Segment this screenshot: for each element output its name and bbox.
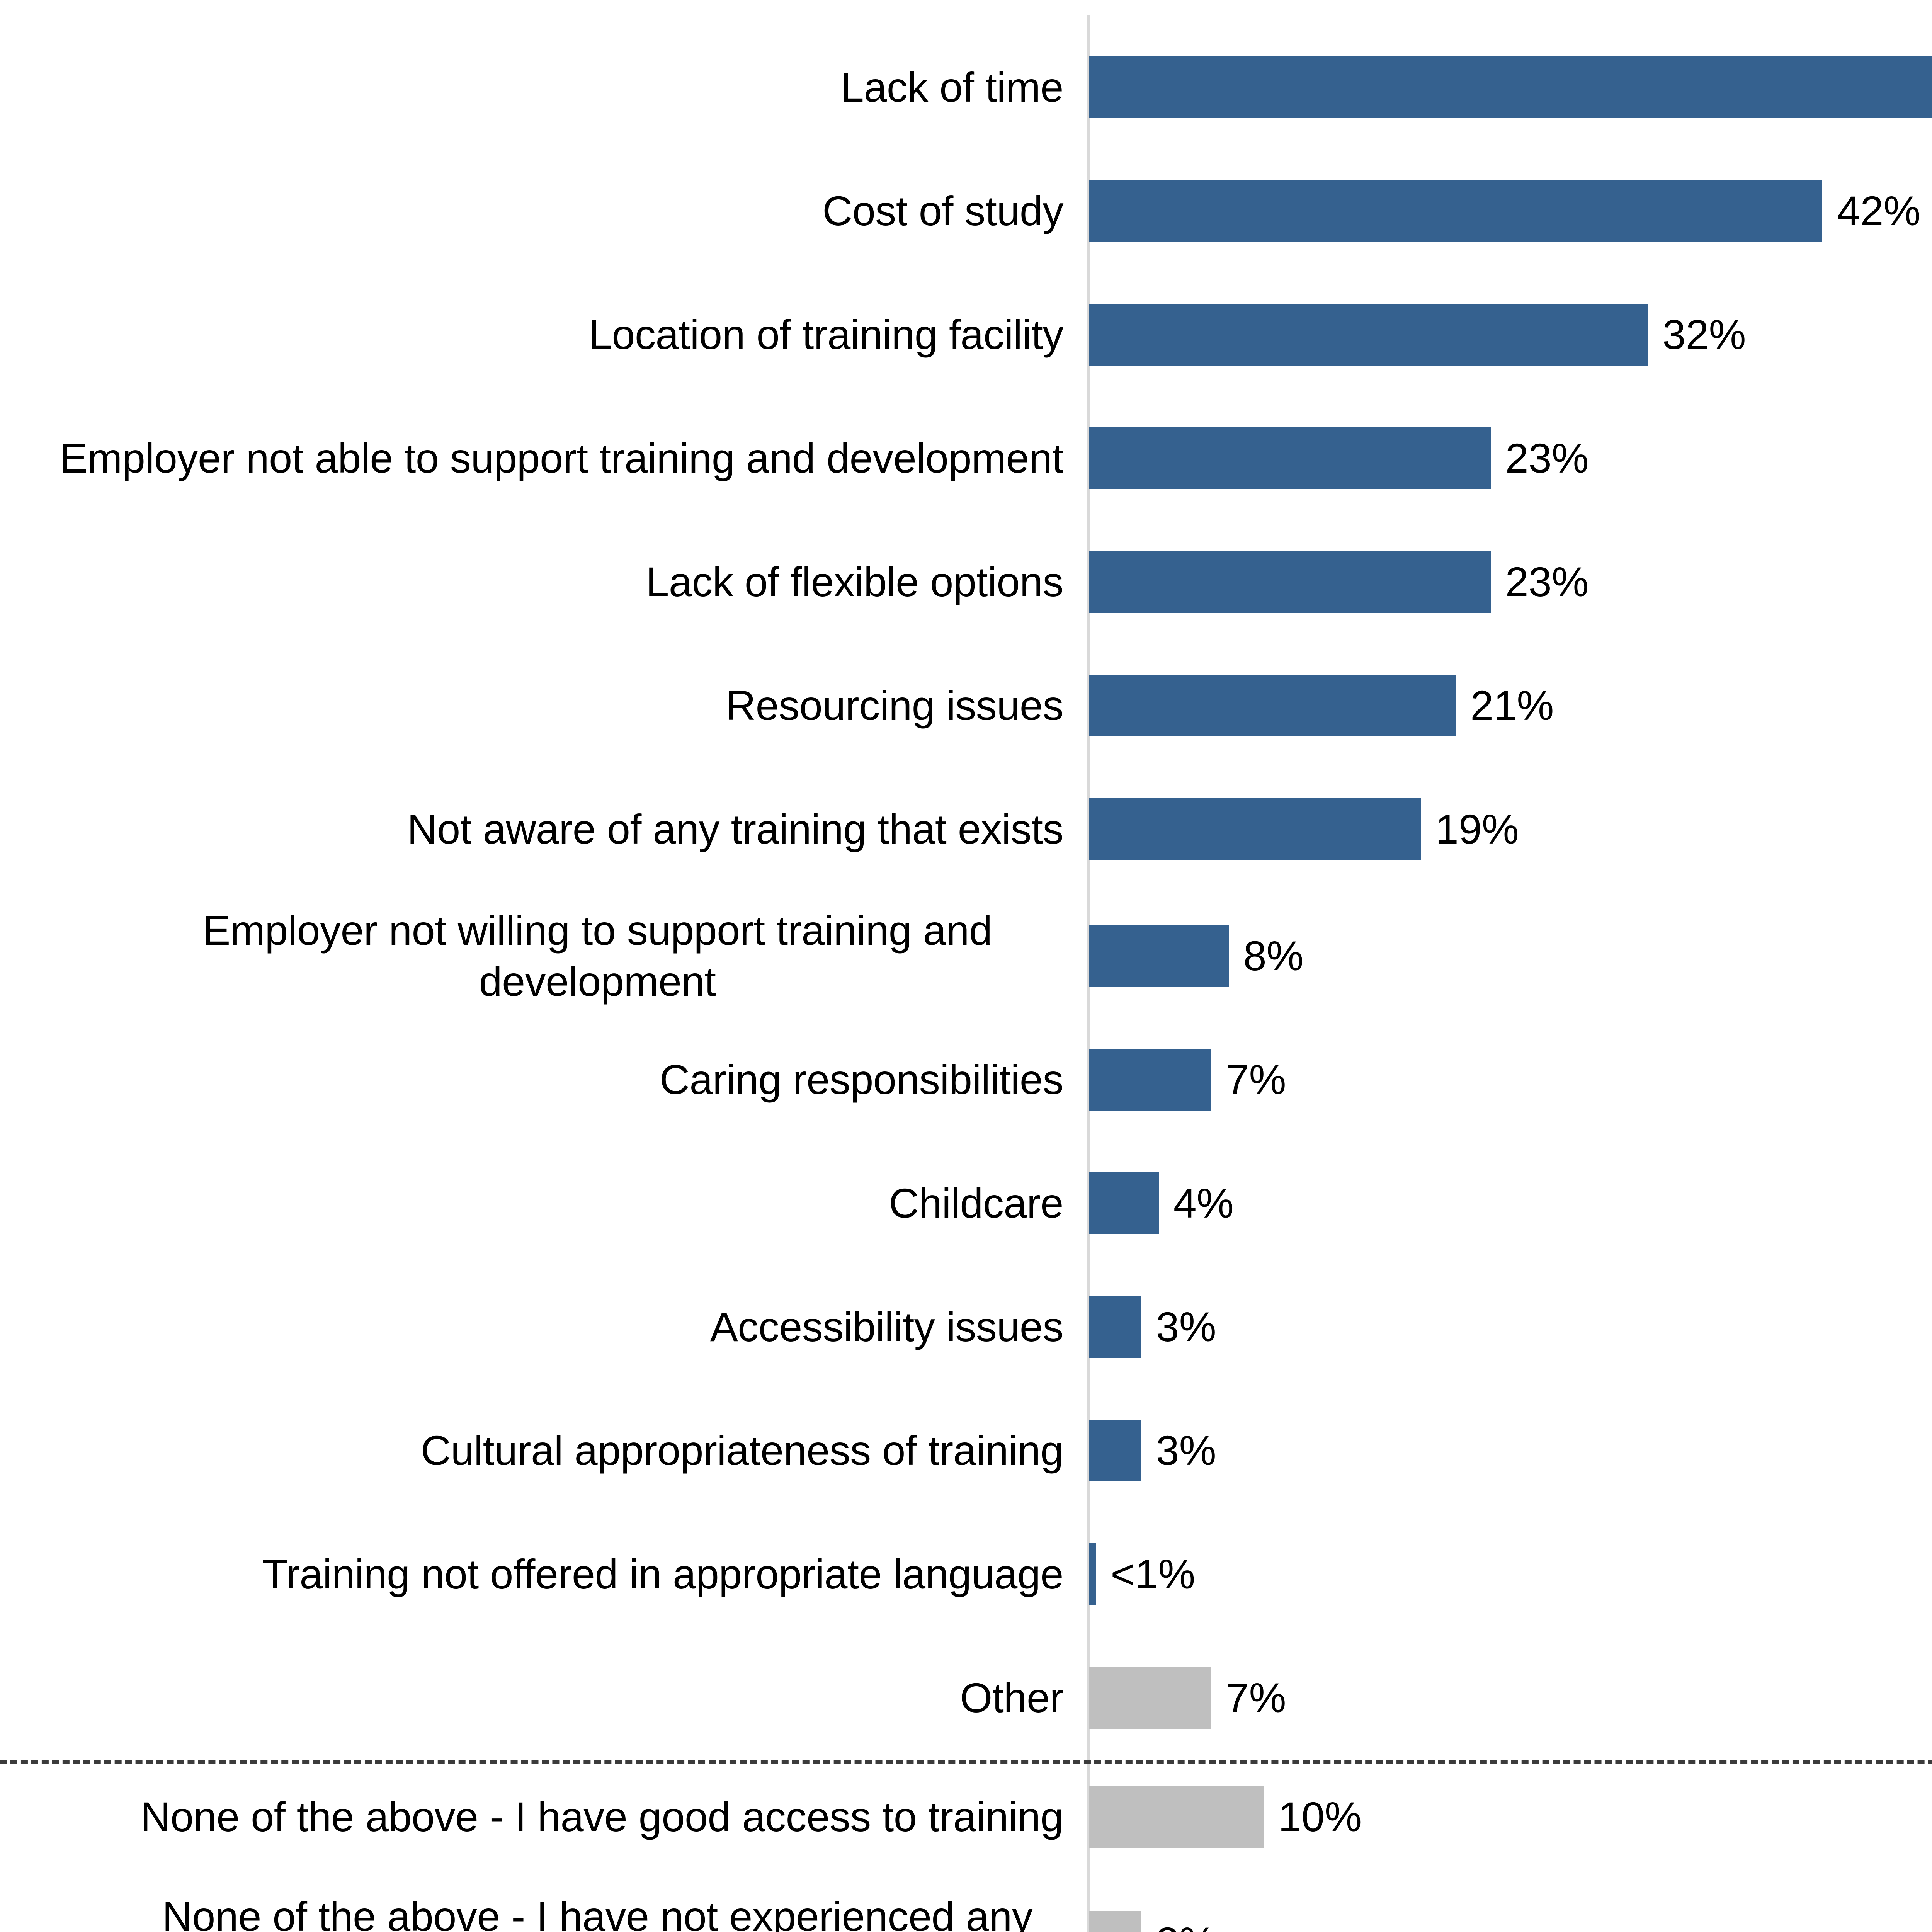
bar-primary — [1089, 56, 1932, 118]
chart-row: Employer not willing to support training… — [0, 879, 1932, 1033]
chart-row: Employer not able to support training an… — [0, 381, 1932, 536]
bar-secondary — [1089, 1667, 1211, 1729]
category-label: Lack of time — [840, 64, 1064, 111]
category-label: Other — [960, 1674, 1063, 1721]
bar-primary — [1089, 925, 1229, 987]
bar-value-label: 3% — [1156, 1427, 1216, 1474]
bar-primary — [1089, 304, 1648, 366]
category-label: None of the above - I have not experienc… — [162, 1893, 1033, 1932]
bar-secondary — [1089, 1786, 1264, 1848]
category-label: Cost of study — [822, 187, 1063, 234]
bar-primary — [1089, 180, 1823, 242]
bar-value-label: 23% — [1505, 435, 1589, 481]
category-label: Accessibility issues — [710, 1303, 1064, 1350]
chart-row: Not aware of any training that exists 19% — [0, 752, 1932, 906]
category-label: Employer not willing to support training… — [202, 907, 992, 1005]
chart-row: None of the above - I have good access t… — [0, 1740, 1932, 1894]
bar-primary — [1089, 675, 1456, 736]
section-divider-line — [0, 1760, 1932, 1764]
bar-value-label: 19% — [1435, 806, 1519, 852]
chart-row: Childcare 4% — [0, 1126, 1932, 1281]
bar-primary — [1089, 551, 1491, 613]
chart-row: Caring responsibilities 7% — [0, 1002, 1932, 1157]
bar-value-label: 3% — [1156, 1303, 1216, 1350]
bar-secondary — [1089, 1911, 1141, 1932]
category-label: Not aware of any training that exists — [407, 806, 1064, 852]
bar-value-label: 32% — [1662, 311, 1746, 358]
bar-value-label: 7% — [1226, 1056, 1286, 1103]
category-axis-line — [1087, 15, 1090, 1932]
bar-value-label: 21% — [1470, 682, 1554, 729]
chart-row: Cost of study 42% — [0, 134, 1932, 288]
bar-value-label: 8% — [1243, 932, 1304, 979]
chart-row: Resourcing issues 21% — [0, 628, 1932, 783]
category-label: Childcare — [889, 1180, 1063, 1226]
chart-row: None of the above - I have not experienc… — [0, 1865, 1932, 1932]
bar-primary — [1089, 1049, 1211, 1111]
chart-row: Cultural appropriateness of training 3% — [0, 1373, 1932, 1528]
chart-row: Location of training facility 32% — [0, 257, 1932, 412]
chart-row: Lack of time52% — [0, 10, 1932, 165]
category-label: None of the above - I have good access t… — [140, 1793, 1063, 1840]
category-label: Resourcing issues — [726, 682, 1063, 729]
chart-row: Other 7% — [0, 1621, 1932, 1775]
bar-value-label: 4% — [1173, 1180, 1234, 1226]
bar-primary — [1089, 798, 1421, 860]
chart-row: Accessibility issues 3% — [0, 1250, 1932, 1404]
category-label: Employer not able to support training an… — [60, 435, 1064, 481]
bar-value-label: <1% — [1111, 1551, 1196, 1597]
bar-primary — [1089, 1172, 1159, 1234]
chart-row: Lack of flexible options 23% — [0, 505, 1932, 659]
category-label: Training not offered in appropriate lang… — [262, 1551, 1063, 1597]
category-label: Location of training facility — [588, 311, 1064, 358]
category-label: Caring responsibilities — [660, 1056, 1063, 1103]
bar-primary — [1089, 1420, 1141, 1481]
bar-value-label: 3% — [1156, 1917, 1216, 1932]
bar-value-label: 23% — [1505, 558, 1589, 605]
bar-value-label: 10% — [1278, 1793, 1362, 1840]
bar-value-label: 7% — [1226, 1674, 1286, 1721]
bar-value-label: 42% — [1837, 187, 1921, 234]
chart-row: Training not offered in appropriate lang… — [0, 1497, 1932, 1651]
bar-primary — [1089, 1296, 1141, 1358]
category-label: Cultural appropriateness of training — [421, 1427, 1063, 1474]
category-label: Lack of flexible options — [646, 558, 1063, 605]
bar-primary — [1089, 1543, 1096, 1605]
bar-primary — [1089, 427, 1491, 489]
